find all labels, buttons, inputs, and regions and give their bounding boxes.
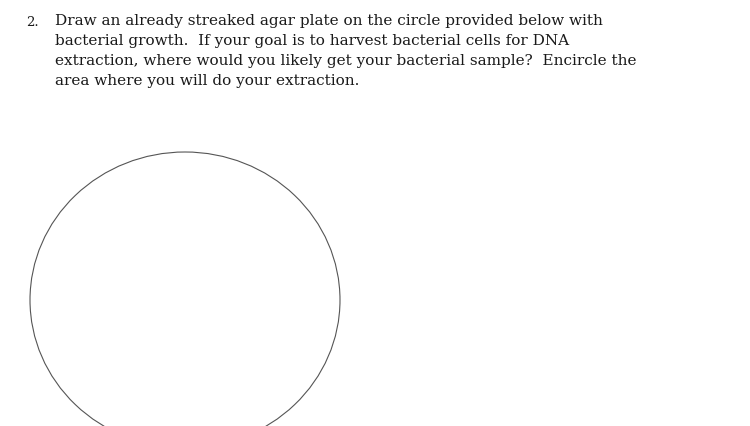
Text: Draw an already streaked agar plate on the circle provided below with: Draw an already streaked agar plate on t… <box>55 14 603 28</box>
Text: extraction, where would you likely get your bacterial sample?  Encircle the: extraction, where would you likely get y… <box>55 54 637 68</box>
Text: 2.: 2. <box>26 16 39 29</box>
Text: bacterial growth.  If your goal is to harvest bacterial cells for DNA: bacterial growth. If your goal is to har… <box>55 34 569 48</box>
Text: area where you will do your extraction.: area where you will do your extraction. <box>55 74 359 88</box>
